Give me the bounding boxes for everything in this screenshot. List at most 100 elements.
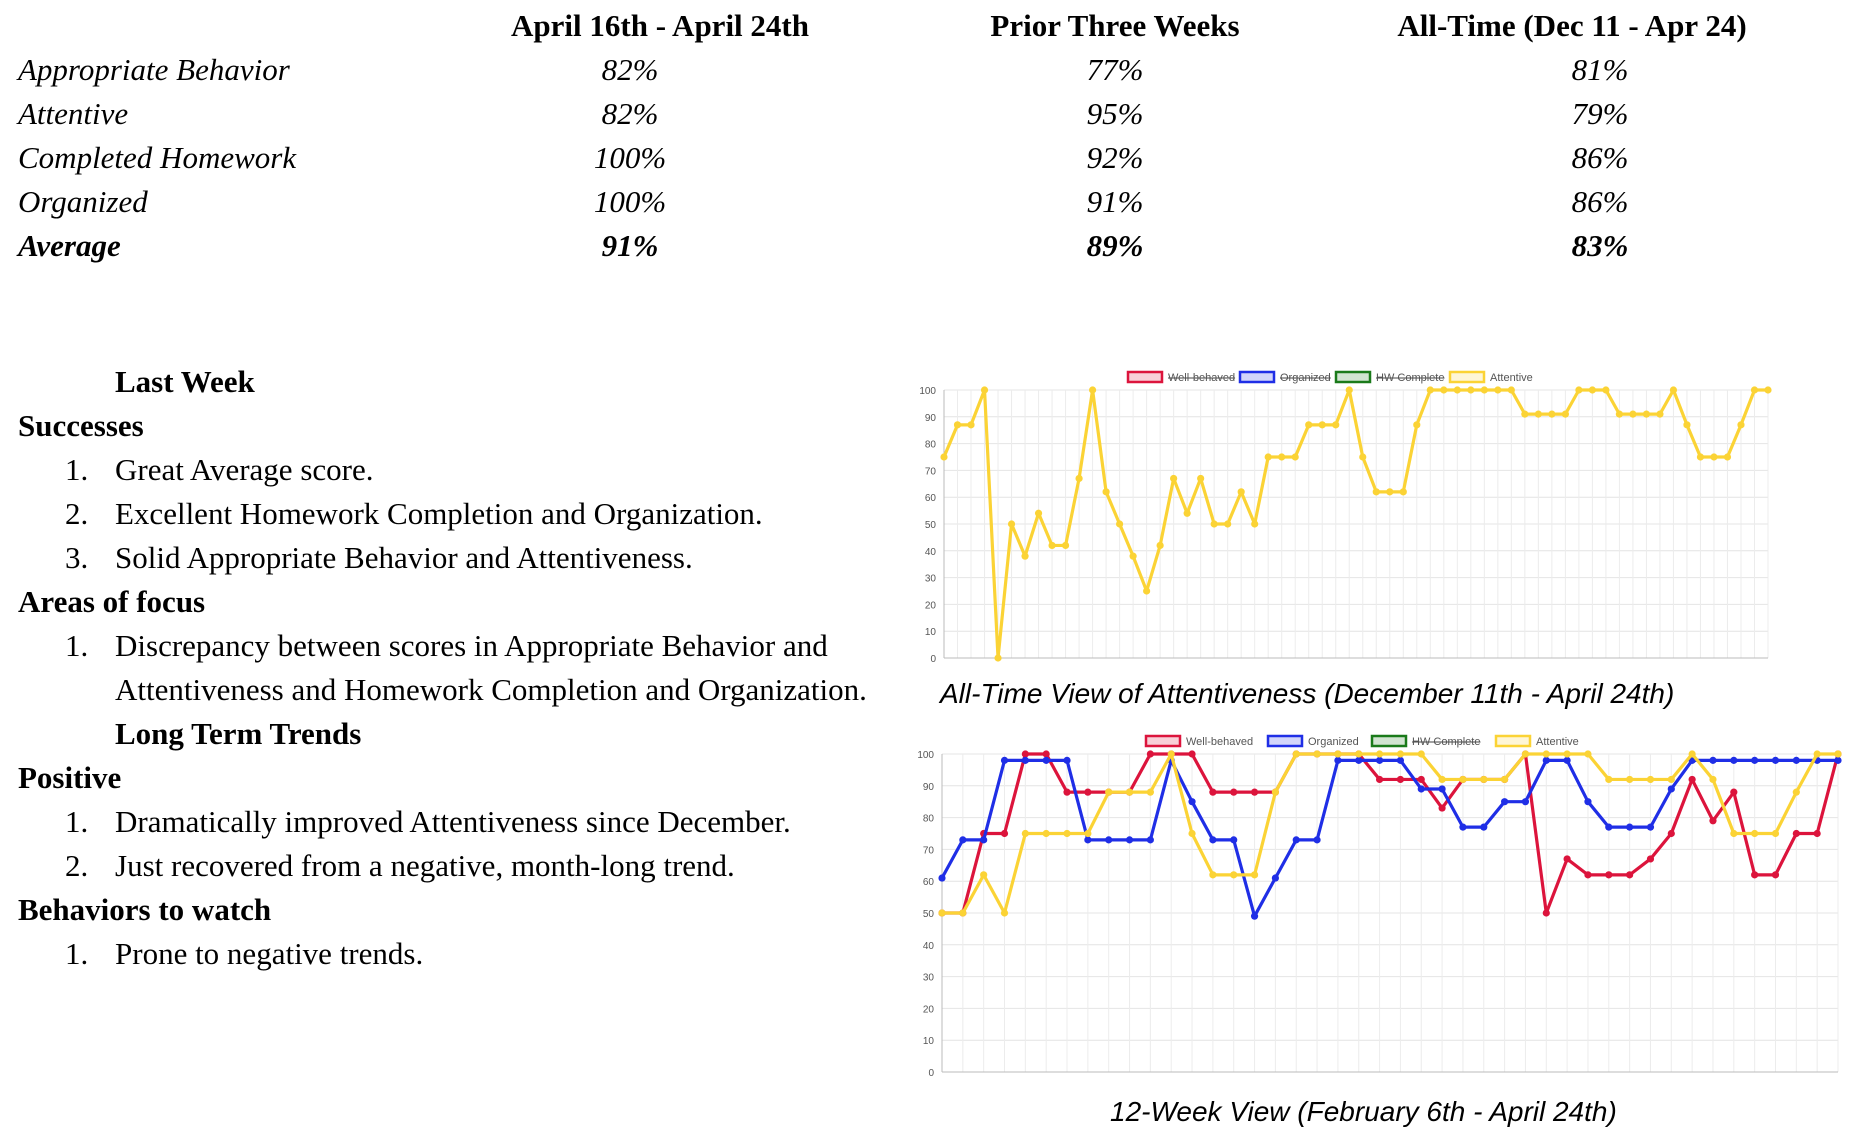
data-point bbox=[1000, 829, 1009, 838]
data-point bbox=[1386, 488, 1394, 496]
data-point bbox=[1723, 453, 1732, 461]
data-point bbox=[1667, 775, 1675, 784]
list-focus: 1. Discrepancy between scores in Appropri… bbox=[18, 624, 878, 712]
data-point bbox=[1480, 386, 1488, 394]
data-point bbox=[1521, 750, 1530, 758]
data-point bbox=[1075, 474, 1083, 483]
legend-swatch bbox=[1448, 370, 1486, 384]
data-point bbox=[1209, 871, 1217, 879]
data-point bbox=[1438, 804, 1446, 812]
data-point bbox=[1399, 488, 1407, 496]
data-point bbox=[1709, 775, 1717, 784]
data-point bbox=[1626, 775, 1634, 784]
data-point bbox=[1396, 750, 1405, 758]
data-point bbox=[1588, 386, 1596, 394]
data-point bbox=[1021, 552, 1029, 560]
chart-grid bbox=[941, 753, 1839, 1073]
data-point bbox=[1563, 750, 1571, 758]
data-point bbox=[1494, 386, 1502, 394]
data-point bbox=[1197, 474, 1205, 483]
table-cell: 83% bbox=[1571, 228, 1629, 263]
table-cell: 100% bbox=[593, 140, 667, 175]
data-point bbox=[1563, 756, 1571, 764]
data-point bbox=[1542, 909, 1550, 917]
table-cell: 86% bbox=[1571, 140, 1629, 175]
column-header-this-week: April 16th - April 24th bbox=[511, 8, 809, 43]
y-tick-label: 80 bbox=[925, 440, 937, 451]
row-label-attentive: Attentive bbox=[18, 96, 129, 131]
data-point bbox=[1188, 798, 1196, 806]
list-item: 3. Solid Appropriate Behavior and Attenti… bbox=[65, 540, 693, 575]
data-point bbox=[1292, 750, 1300, 758]
data-point bbox=[980, 871, 988, 879]
data-point bbox=[1034, 509, 1043, 517]
data-point bbox=[1355, 750, 1363, 758]
data-point bbox=[1834, 750, 1842, 758]
list-positive: 1. Dramatically improved Attentiveness si… bbox=[18, 800, 878, 888]
list-item: 2. Excellent Homework Completion and Orga… bbox=[65, 496, 763, 531]
data-point bbox=[1318, 421, 1326, 429]
legend-label: HW Complete bbox=[1412, 736, 1480, 748]
y-tick-label: 70 bbox=[925, 466, 937, 477]
list-item: 1. Great Average score. bbox=[65, 452, 374, 487]
data-point bbox=[1291, 453, 1299, 461]
y-tick-label: 70 bbox=[923, 845, 935, 856]
data-point bbox=[1063, 756, 1071, 764]
data-point bbox=[1548, 410, 1556, 418]
data-point bbox=[1417, 785, 1425, 793]
y-tick-label: 30 bbox=[925, 574, 937, 585]
data-point bbox=[1209, 788, 1217, 796]
data-point bbox=[1129, 552, 1137, 560]
legend-swatch bbox=[1126, 370, 1164, 384]
chart-all-time-svg: 0 10 20 30 40 50 60 70 80 90 100 Well-behaved Organi… bbox=[919, 370, 1772, 665]
data-point bbox=[940, 453, 948, 461]
data-point bbox=[959, 836, 967, 844]
caption-all-time-chart: All-Time View of Attentiveness (December… bbox=[940, 678, 1675, 709]
data-point bbox=[1167, 750, 1175, 758]
column-header-prior-three-weeks: Prior Three Weeks bbox=[990, 8, 1240, 43]
legend-label: Organized bbox=[1308, 736, 1359, 748]
data-point bbox=[1063, 788, 1071, 796]
data-point bbox=[1088, 386, 1097, 394]
data-point bbox=[1542, 756, 1550, 764]
data-point bbox=[1771, 871, 1780, 879]
column-header-all-time: All-Time (Dec 11 - Apr 24) bbox=[1397, 8, 1747, 43]
row-label-appropriate-behavior: Appropriate Behavior bbox=[18, 52, 290, 87]
table-cell: 89% bbox=[1086, 228, 1144, 263]
table-cell: 91% bbox=[601, 228, 659, 263]
data-point bbox=[1396, 756, 1405, 764]
data-point bbox=[1751, 871, 1759, 879]
y-tick-label: 40 bbox=[923, 941, 935, 952]
chart-12-week-svg: 0 10 20 30 40 50 60 70 80 90 100 Well-behaved Organi… bbox=[917, 734, 1842, 1079]
data-point bbox=[1730, 756, 1738, 764]
y-tick-label: 100 bbox=[917, 750, 934, 761]
table-cell: 95% bbox=[1086, 96, 1144, 131]
y-tick-label: 50 bbox=[925, 520, 937, 531]
data-point bbox=[1626, 823, 1634, 831]
data-point bbox=[1501, 798, 1509, 806]
data-point bbox=[1084, 788, 1092, 796]
data-point bbox=[1737, 421, 1745, 429]
data-point bbox=[938, 909, 946, 917]
data-point bbox=[1042, 750, 1050, 758]
list-watch: 1. Prone to negative trends. bbox=[18, 932, 878, 976]
data-point bbox=[1264, 453, 1272, 461]
data-point bbox=[1563, 855, 1571, 863]
legend-label: Attentive bbox=[1536, 736, 1579, 748]
heading-long-term-trends: Long Term Trends bbox=[115, 716, 362, 751]
table-cell: 92% bbox=[1086, 140, 1144, 175]
legend-swatch bbox=[1334, 370, 1372, 384]
data-point bbox=[1730, 829, 1738, 838]
series-line bbox=[942, 752, 1838, 915]
data-point bbox=[980, 386, 989, 394]
data-point bbox=[938, 874, 946, 882]
data-point bbox=[1709, 817, 1717, 825]
data-point bbox=[1667, 829, 1675, 838]
legend-swatch bbox=[1266, 734, 1304, 748]
data-point bbox=[1507, 386, 1515, 394]
row-label-average: Average bbox=[18, 228, 121, 263]
data-point bbox=[1396, 775, 1405, 784]
data-point bbox=[1605, 823, 1613, 831]
data-point bbox=[980, 836, 988, 844]
data-point bbox=[1602, 386, 1610, 394]
